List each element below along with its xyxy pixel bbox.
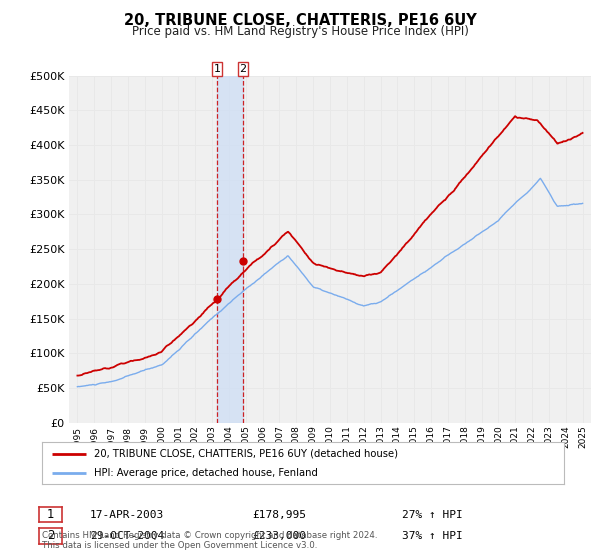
Text: 17-APR-2003: 17-APR-2003 — [90, 510, 164, 520]
Text: 27% ↑ HPI: 27% ↑ HPI — [402, 510, 463, 520]
Bar — [217, 76, 243, 423]
Text: 37% ↑ HPI: 37% ↑ HPI — [402, 531, 463, 542]
Text: 29-OCT-2004: 29-OCT-2004 — [90, 531, 164, 542]
Text: 2: 2 — [239, 64, 247, 74]
Text: 20, TRIBUNE CLOSE, CHATTERIS, PE16 6UY (detached house): 20, TRIBUNE CLOSE, CHATTERIS, PE16 6UY (… — [94, 449, 398, 459]
Text: Contains HM Land Registry data © Crown copyright and database right 2024.
This d: Contains HM Land Registry data © Crown c… — [42, 530, 377, 550]
Text: £178,995: £178,995 — [252, 510, 306, 520]
Text: £233,000: £233,000 — [252, 531, 306, 542]
Text: 1: 1 — [47, 508, 54, 521]
Text: Price paid vs. HM Land Registry's House Price Index (HPI): Price paid vs. HM Land Registry's House … — [131, 25, 469, 38]
Text: 20, TRIBUNE CLOSE, CHATTERIS, PE16 6UY: 20, TRIBUNE CLOSE, CHATTERIS, PE16 6UY — [124, 13, 476, 28]
Text: 1: 1 — [214, 64, 221, 74]
Text: 2: 2 — [47, 529, 54, 543]
Text: HPI: Average price, detached house, Fenland: HPI: Average price, detached house, Fenl… — [94, 468, 318, 478]
